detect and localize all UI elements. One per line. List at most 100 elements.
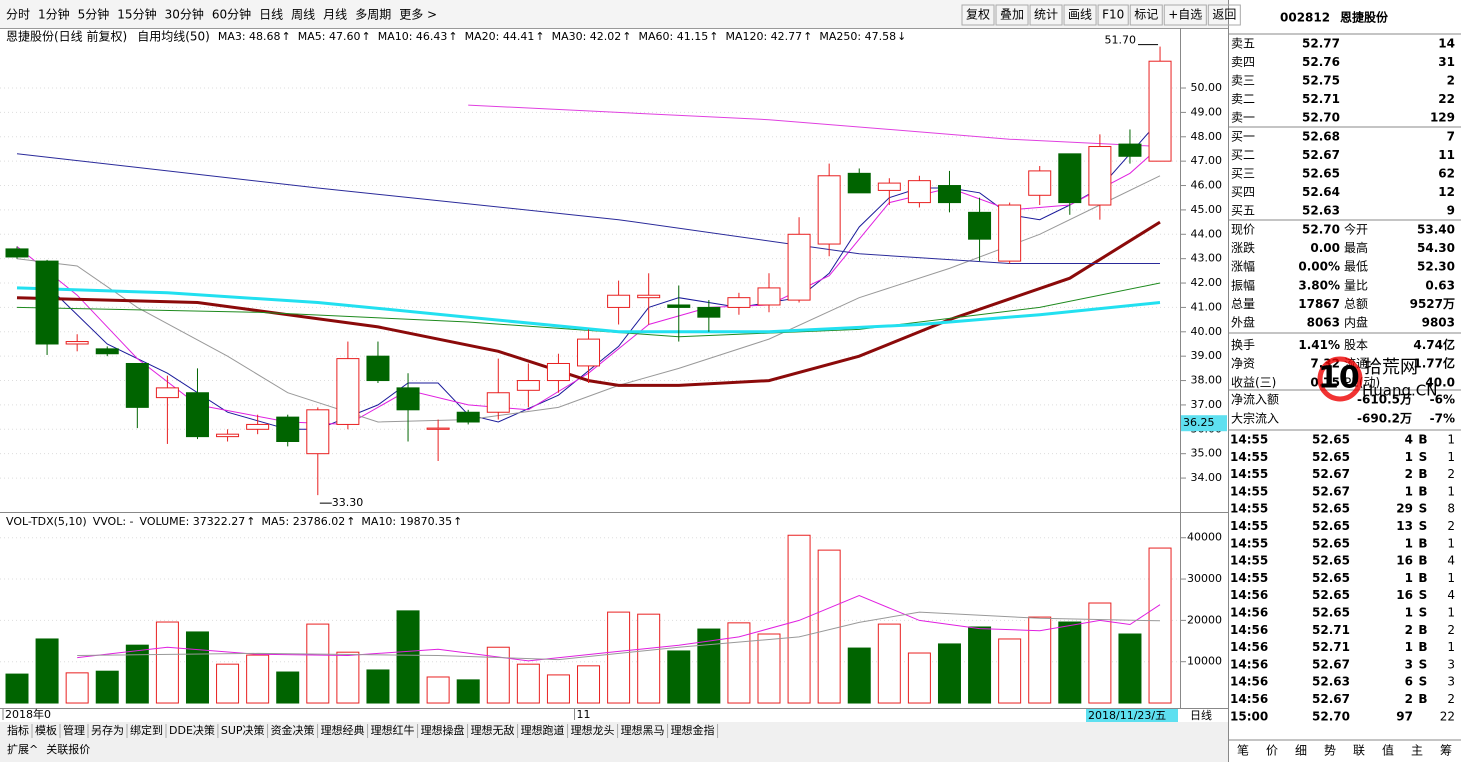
tick-count: 2 [1447,692,1455,706]
candle-body [125,362,149,408]
stat-value: 9803 [1422,316,1455,330]
candle-body [998,204,1022,262]
tool-button[interactable]: 画线 [1068,8,1092,22]
stock-name: 恩捷股份 [1340,10,1389,25]
book-volume: 11 [1438,148,1455,162]
stat-label: 最高 [1344,240,1368,255]
panel-tab[interactable]: 势 [1324,744,1336,758]
panel-tab[interactable]: 主 [1411,744,1423,758]
indicator-tab[interactable]: 理想无敌 [471,723,515,737]
tick-side: S [1419,657,1428,671]
tool-button-frame [961,4,995,26]
indicator-tab[interactable]: 另存为 [91,723,124,737]
indicator-name: 自用均线(50) [137,30,210,44]
tick-volume: 29 [1396,502,1413,516]
period-button[interactable]: 60分钟 [212,7,251,22]
volume-bar [998,638,1022,704]
book-price: 52.70 [1302,111,1340,125]
period-button[interactable]: 周线 [291,8,315,22]
tool-button[interactable]: 叠加 [1000,8,1024,22]
stock-code: 002812 [1280,11,1330,25]
tick-volume: 1 [1405,484,1413,498]
panel-tab[interactable]: 价 [1266,744,1278,758]
tick-time: 14:55 [1230,519,1268,533]
tick-time: 14:56 [1230,640,1268,654]
tick-time: 14:56 [1230,657,1268,671]
candle-body [877,182,901,191]
panel-tab[interactable]: 联 [1353,744,1365,758]
indicator-tab[interactable]: 理想经典 [321,723,365,737]
volume-bar [1088,602,1112,704]
y-tick-label: 39.00 [1191,349,1223,362]
volume-bar [35,638,59,704]
candle-body [65,341,89,345]
indicator-tab[interactable]: 理想操盘 [421,723,465,737]
tool-button[interactable]: 返回 [1212,8,1236,22]
ma-arrow: ↑ [622,30,631,43]
book-volume: 14 [1438,37,1455,51]
book-price: 52.75 [1302,74,1340,88]
stat-label: 现价 [1231,223,1255,237]
tool-button[interactable]: 标记 [1134,8,1158,22]
panel-tab[interactable]: 笔 [1237,743,1249,758]
ma-line [16,220,1161,387]
indicator-tab[interactable]: 理想黑马 [621,723,665,737]
indicator-tab[interactable]: SUP决策 [221,723,265,737]
book-label: 买二 [1231,148,1255,162]
indicator-tab[interactable]: 模板 [35,723,57,737]
candle-body [5,248,29,258]
period-button[interactable]: 30分钟 [165,7,204,22]
volume-bar [185,631,209,704]
panel-tab[interactable]: 筹 [1440,744,1452,758]
indicator-tab[interactable]: 理想红牛 [371,723,415,737]
period-button[interactable]: 更多 > [399,8,437,22]
indicator-tab[interactable]: 理想龙头 [571,723,615,737]
tool-button[interactable]: 复权 [966,8,990,22]
tick-time: 14:55 [1230,467,1268,481]
tool-button[interactable]: +自选 [1168,8,1202,22]
tick-volume: 2 [1405,623,1413,637]
candle-body [456,411,480,423]
tick-side: S [1419,502,1428,516]
tick-side: B [1418,571,1427,585]
period-button[interactable]: 月线 [323,8,347,22]
panel-tab[interactable]: 细 [1295,744,1307,758]
indicator-tab[interactable]: DDE决策 [169,723,215,737]
book-price: 52.64 [1302,185,1340,199]
period-button[interactable]: 分时 [6,8,30,22]
period-button[interactable]: 日线 [259,8,283,22]
stat-label: 涨跌 [1231,240,1255,255]
tool-button[interactable]: 统计 [1034,8,1058,22]
period-button[interactable]: 1分钟 [38,7,70,22]
tool-button-frame [1163,4,1207,26]
period-button[interactable]: 多周期 [355,8,391,22]
extra-tab[interactable]: 扩展^ [7,742,38,756]
book-label: 卖三 [1231,74,1255,88]
y-tick-label: 38.00 [1191,374,1223,387]
indicator-tab[interactable]: 理想金指 [671,723,715,737]
book-label: 买三 [1231,167,1255,181]
period-button[interactable]: 15分钟 [117,7,156,22]
indicator-tab[interactable]: 绑定到 [130,723,163,737]
stat-label: 外盘 [1231,315,1255,330]
volume-bar [968,626,992,704]
tool-button-frame [1129,4,1163,26]
volume-bar [907,652,931,704]
panel-tab[interactable]: 值 [1382,743,1394,758]
date-box [1086,709,1178,722]
ma-arrow: ↑ [803,30,812,43]
indicator-tab[interactable]: 指标 [7,723,29,737]
tick-count: 22 [1440,709,1455,723]
extra-tab[interactable]: 关联报价 [46,742,90,756]
period-button[interactable]: 5分钟 [78,7,110,22]
candle-body [366,355,390,382]
watermark-circle [1317,356,1363,402]
volume-bar [65,672,89,704]
tool-button[interactable]: F10 [1102,8,1124,22]
tick-count: 1 [1447,571,1455,585]
indicator-tab[interactable]: 资金决策 [271,723,315,737]
indicator-tab[interactable]: 管理 [63,723,85,737]
tick-volume: 97 [1396,709,1413,723]
tick-volume: 13 [1396,519,1413,533]
indicator-tab[interactable]: 理想跑道 [521,723,565,737]
